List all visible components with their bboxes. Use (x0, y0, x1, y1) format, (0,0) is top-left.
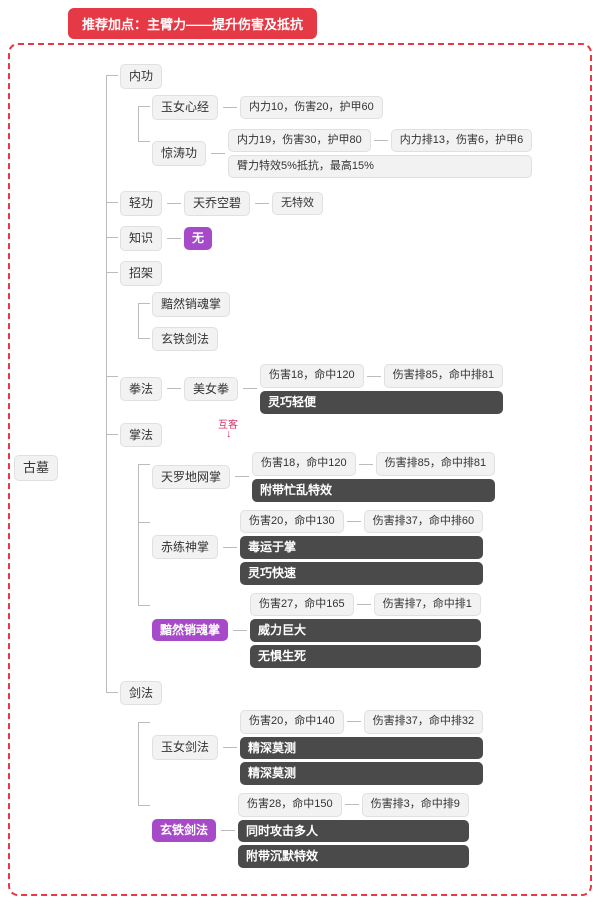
cat-zhishi: 知识 无 (106, 221, 582, 256)
tag: 精深莫测 (240, 762, 483, 785)
cat-neigong: 内功 玉女心经 内力10，伤害20，护甲60 (106, 59, 582, 186)
skill-purple: 玄铁剑法 (152, 819, 216, 842)
root-node: 古墓 (14, 455, 58, 481)
skill: 天罗地网掌 (152, 465, 230, 490)
skill: 玉女剑法 (152, 735, 218, 760)
stat: 伤害排37，命中排32 (364, 710, 483, 733)
stat: 内力19，伤害30，护甲80 (228, 129, 371, 152)
tag: 灵巧快速 (240, 562, 483, 585)
cat-label: 掌法 (120, 423, 162, 448)
skill: 黯然销魂掌 (152, 292, 230, 317)
stat: 伤害18，命中120 (260, 364, 364, 387)
val-none: 无 (184, 227, 212, 250)
tag: 无惧生死 (250, 645, 481, 668)
cat-label: 剑法 (120, 681, 162, 706)
cat-label: 拳法 (120, 377, 162, 402)
skill-jingtao: 惊涛功 (152, 141, 206, 166)
tag: 同时攻击多人 (238, 820, 469, 843)
tag: 灵巧轻便 (260, 391, 503, 414)
stat: 伤害排85，命中排81 (384, 364, 503, 387)
stat: 伤害28，命中150 (238, 793, 342, 816)
cat-qinggong: 轻功 天乔空碧 无特效 (106, 186, 582, 221)
stat: 伤害排37，命中排60 (364, 510, 483, 533)
cat-label: 内功 (120, 64, 162, 89)
cat-label: 轻功 (120, 191, 162, 216)
skill: 赤练神掌 (152, 535, 218, 560)
cat-quanfa: 拳法 美女拳 伤害18，命中120 伤害排85，命中排81 灵巧轻便 (106, 360, 582, 417)
skill-yunv: 玉女心经 (152, 95, 218, 120)
tag: 附带沉默特效 (238, 845, 469, 868)
stat: 伤害18，命中120 (252, 452, 356, 475)
stat: 内力排13，伤害6，护甲6 (391, 129, 532, 152)
skill: 玄铁剑法 (152, 327, 218, 352)
tag: 精深莫测 (240, 737, 483, 760)
stat: 伤害20，命中130 (240, 510, 344, 533)
cat-label: 知识 (120, 226, 162, 251)
tag: 威力巨大 (250, 619, 481, 642)
skill-meinv: 美女拳 (184, 377, 238, 402)
stat: 内力10，伤害20，护甲60 (240, 96, 383, 119)
skill-purple: 黯然销魂掌 (152, 619, 228, 642)
stat: 伤害排85，命中排81 (376, 452, 495, 475)
cat-zhaojia: 招架 黯然销魂掌 玄铁剑法 (106, 256, 582, 360)
stat: 伤害排3，命中排9 (362, 793, 469, 816)
tag: 附带忙乱特效 (252, 479, 495, 502)
stat: 伤害20，命中140 (240, 710, 344, 733)
tag: 毒运于掌 (240, 536, 483, 559)
stat: 伤害排7，命中排1 (374, 593, 481, 616)
cat-jianfa: 剑法 玉女剑法 伤害20，命中140 (106, 676, 582, 877)
stat: 无特效 (272, 192, 323, 215)
cat-zhangfa: 掌法 天罗地网掌 伤害18，命中120 (106, 418, 582, 676)
stat: 臂力特效5%抵抗，最高15% (228, 155, 532, 178)
skill: 天乔空碧 (184, 191, 250, 216)
tree-frame: 古墓 内功 玉女心经 内力10，伤害20，护甲60 (8, 43, 592, 896)
header-pill: 推荐加点：主臂力——提升伤害及抵抗 (68, 8, 317, 39)
cat-label: 招架 (120, 261, 162, 286)
stat: 伤害27，命中165 (250, 593, 354, 616)
